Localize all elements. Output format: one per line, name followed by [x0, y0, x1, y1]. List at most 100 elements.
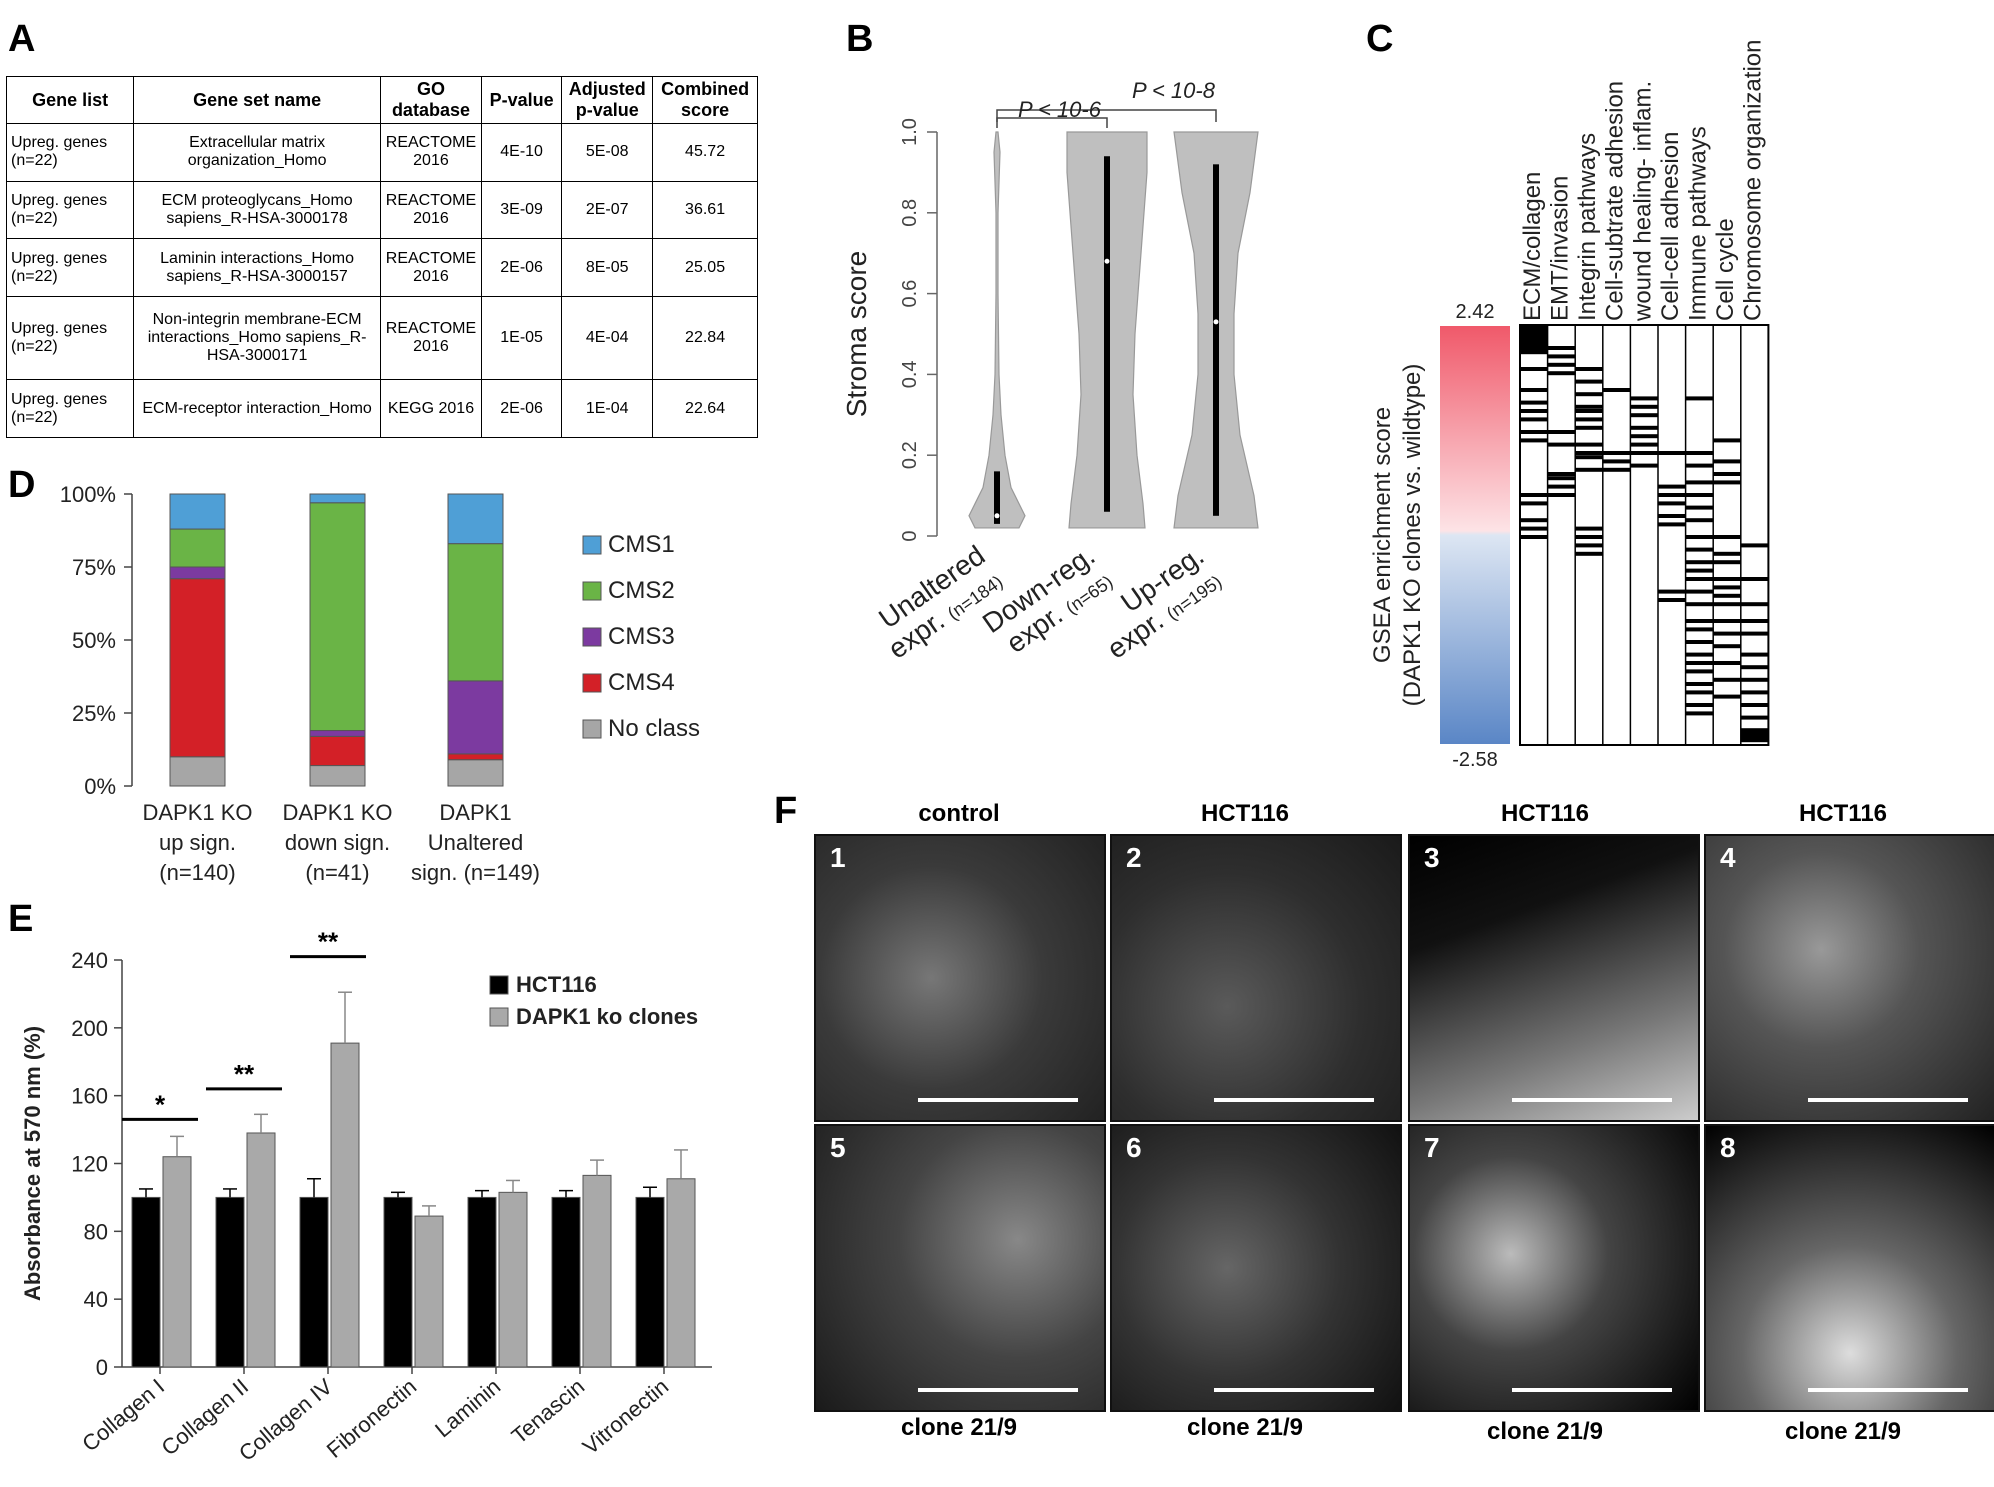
heatmap-band: [1740, 665, 1769, 670]
stacked-bar-segment: [169, 528, 226, 568]
heatmap-band: [1685, 711, 1714, 716]
stacked-bar-segment: [309, 765, 366, 787]
sig-stars: **: [234, 1059, 255, 1089]
stacked-bar-segment: [169, 493, 226, 530]
heatmap-band: [1685, 669, 1714, 674]
heatmap-band: [1547, 354, 1576, 359]
table-cell: 5E-08: [561, 123, 654, 182]
heatmap-column-label: wound healing- inflam.: [1629, 81, 1656, 322]
image-number: 2: [1126, 842, 1142, 873]
heatmap-band: [1740, 652, 1769, 657]
table-cell: 2E-07: [561, 180, 654, 240]
heatmap-band: [1685, 480, 1714, 485]
micro-header: HCT116: [1798, 800, 1888, 827]
y-tick-label: 0.4: [899, 360, 921, 388]
legend-label: CMS1: [608, 531, 675, 558]
heatmap-column-label: Cell cycle: [1712, 218, 1739, 321]
heatmap-band: [1685, 518, 1714, 523]
scale-bar: [918, 1098, 1078, 1102]
table-header: P-value: [480, 76, 563, 124]
table-header: GO database: [379, 76, 482, 124]
heatmap-band: [1547, 493, 1576, 497]
table-cell: 1E-04: [561, 379, 654, 438]
table-cell: Non-integrin membrane-ECM interactions_H…: [133, 296, 381, 381]
y-tick-label: 50%: [72, 628, 116, 653]
scale-bar: [1512, 1098, 1672, 1102]
y-axis-title: Stroma score: [841, 251, 872, 418]
table-cell: Upreg. genes (n=22): [5, 238, 135, 298]
heatmap-band: [1520, 417, 1548, 422]
heatmap-band: [1740, 728, 1769, 743]
heatmap-band: [1685, 652, 1714, 657]
legend-label: CMS2: [608, 577, 675, 604]
heatmap-band: [1520, 535, 1548, 539]
table-cell: Upreg. genes (n=22): [5, 296, 135, 381]
y-tick-label: 100%: [60, 482, 116, 507]
x-tick-label: Collagen IV: [234, 1373, 337, 1465]
stacked-bar-segment: [169, 756, 226, 787]
heatmap-band: [1575, 425, 1603, 430]
y-tick-label: 120: [71, 1152, 108, 1177]
sig-stars: **: [318, 927, 339, 957]
table-row: Upreg. genes (n=22) ECM proteoglycans_Hom…: [5, 180, 758, 240]
table-cell: Upreg. genes (n=22): [5, 123, 135, 182]
table-row: Upreg. genes (n=22) Laminin interactions_…: [5, 238, 758, 298]
heatmap-band: [1713, 677, 1741, 682]
heatmap-band: [1713, 631, 1741, 636]
heatmap-band: [1575, 526, 1603, 531]
sig-label: P < 10-8: [1132, 78, 1216, 103]
heatmap-band: [1658, 493, 1686, 497]
heatmap-band: [1575, 451, 1603, 455]
legend-swatch: [582, 719, 602, 739]
table-cell: REACTOME 2016: [379, 296, 482, 381]
heatmap-column-label: ECM/collagen: [1519, 172, 1546, 321]
table-cell: 2E-06: [480, 238, 563, 298]
heatmap-band: [1685, 640, 1714, 644]
stacked-bar-segment: [447, 543, 504, 682]
heatmap-band: [1658, 598, 1686, 602]
heatmap-band: [1740, 602, 1769, 607]
heatmap-band: [1713, 535, 1741, 539]
legend-swatch: [582, 581, 602, 601]
scale-bar: [918, 1388, 1078, 1392]
table-row: Upreg. genes (n=22) ECM-receptor interact…: [5, 379, 758, 438]
heatmap-band: [1713, 438, 1741, 443]
microscopy-image: 3: [1408, 834, 1700, 1122]
table-header: Combined score: [652, 76, 758, 124]
micro-footer: clone 21/9: [1784, 1418, 1902, 1445]
heatmap-band: [1685, 690, 1714, 695]
x-tick-label: DAPK1: [439, 800, 511, 825]
heatmap-band: [1575, 543, 1603, 548]
microscopy-image: 7: [1408, 1124, 1700, 1412]
micro-footer: clone 21/9: [1186, 1414, 1304, 1441]
table-header-row: Gene list Gene set name GO database P-va…: [5, 76, 758, 124]
image-number: 7: [1424, 1132, 1440, 1163]
heatmap-band: [1740, 577, 1769, 581]
legend-label: CMS4: [608, 669, 675, 696]
bar: [162, 1156, 192, 1368]
bar: [498, 1191, 528, 1368]
y-tick-label: 240: [71, 948, 108, 973]
heatmap-band: [1575, 409, 1603, 413]
heatmap-band: [1602, 459, 1631, 464]
microscopy-image: 5: [814, 1124, 1106, 1412]
violin-iqr-bar: [994, 471, 1000, 524]
microscopy-image: 6: [1110, 1124, 1402, 1412]
image-number: 1: [830, 842, 846, 873]
table-cell: REACTOME 2016: [379, 180, 482, 240]
panel-letter-e: E: [8, 898, 34, 940]
legend-swatch: [489, 1007, 509, 1027]
heatmap-band: [1602, 467, 1631, 472]
heatmap-band: [1713, 551, 1741, 556]
scale-title: (DAPK1 KO clones vs. wildtype): [1399, 364, 1426, 707]
heatmap-band: [1740, 690, 1769, 695]
heatmap-band: [1658, 451, 1686, 455]
heatmap-band: [1520, 388, 1548, 392]
micro-footer: clone 21/9: [900, 1414, 1018, 1441]
scale-max-label: 2.42: [1456, 301, 1495, 323]
violin-shape: [968, 131, 1026, 529]
stacked-bar-segment: [447, 753, 504, 761]
heatmap-band: [1685, 602, 1714, 607]
y-tick-label: 160: [71, 1084, 108, 1109]
heatmap-band: [1740, 677, 1769, 682]
